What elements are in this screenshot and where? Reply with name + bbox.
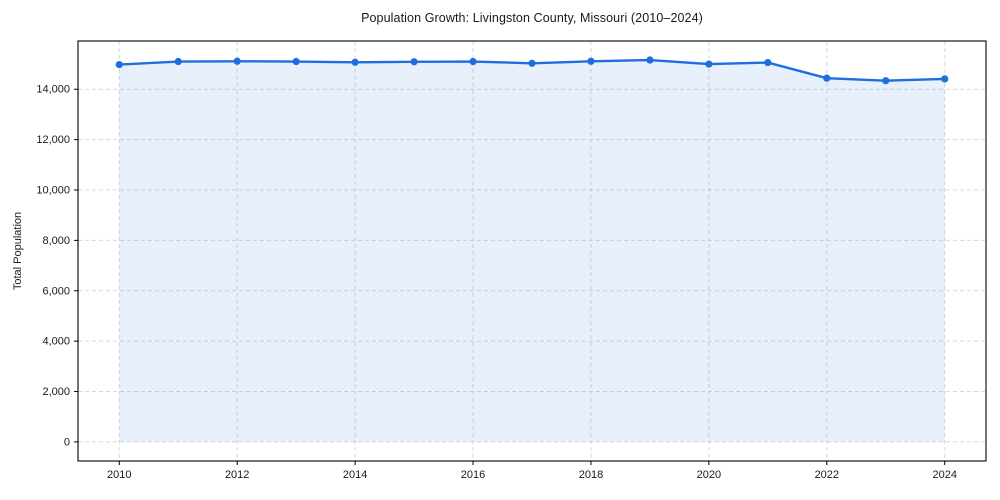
x-tick-label: 2016 xyxy=(461,469,485,481)
x-tick-label: 2018 xyxy=(579,469,603,481)
data-point xyxy=(233,57,241,65)
area-fill xyxy=(119,60,945,442)
y-tick-label: 14,000 xyxy=(36,84,70,96)
data-point xyxy=(941,75,949,83)
data-point xyxy=(292,57,300,66)
y-tick-label: 0 xyxy=(64,436,70,448)
y-tick-label: 12,000 xyxy=(36,134,70,146)
chart-title: Population Growth: Livingston County, Mi… xyxy=(361,11,703,25)
x-tick-label: 2010 xyxy=(107,469,131,481)
x-tick-label: 2024 xyxy=(932,469,956,481)
y-tick-label: 2,000 xyxy=(42,386,70,398)
data-point xyxy=(823,74,831,82)
data-point xyxy=(469,57,477,66)
data-point xyxy=(764,58,772,67)
x-tick-label: 2014 xyxy=(343,469,367,481)
y-tick-label: 8,000 xyxy=(42,235,70,247)
data-point xyxy=(174,57,182,66)
x-tick-label: 2012 xyxy=(225,469,249,481)
data-point xyxy=(882,77,890,85)
data-point xyxy=(646,56,654,64)
data-point xyxy=(528,59,536,67)
y-tick-label: 10,000 xyxy=(36,185,70,197)
data-point xyxy=(410,58,418,66)
y-tick-label: 6,000 xyxy=(42,285,70,297)
axis-box xyxy=(77,40,987,462)
data-point xyxy=(587,57,595,65)
x-tick-label: 2020 xyxy=(697,469,721,481)
data-point xyxy=(705,60,713,68)
y-tick-label: 4,000 xyxy=(42,336,70,348)
data-point xyxy=(115,60,123,69)
x-tick-label: 2022 xyxy=(815,469,839,481)
data-point xyxy=(351,58,359,66)
